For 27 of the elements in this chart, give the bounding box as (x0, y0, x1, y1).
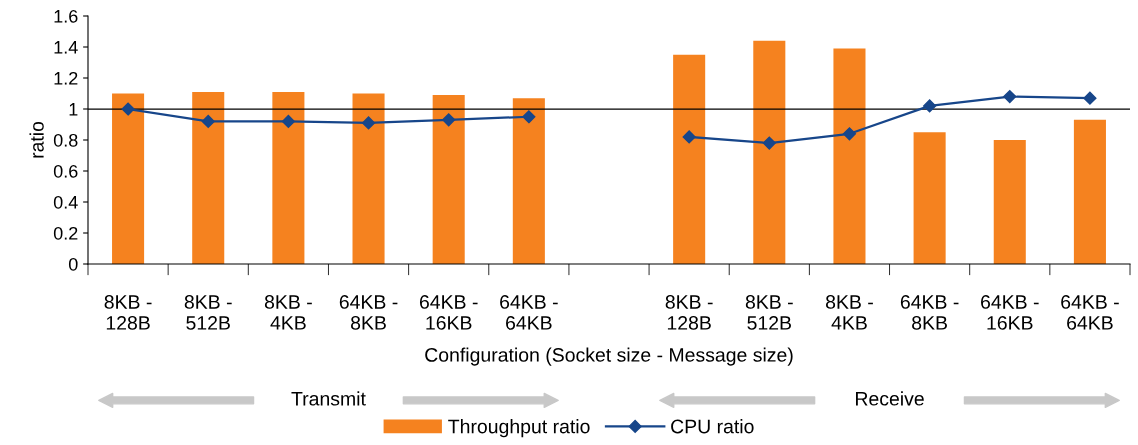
y-tick-label: 1.4 (54, 41, 78, 54)
y-tick-label: 0.4 (53, 195, 78, 209)
x-tick-label: 8KB - 4KB (264, 295, 312, 330)
y-tick-label: 1 (69, 103, 78, 116)
x-tick-label: 64KB - 8KB (339, 295, 398, 330)
x-tick-label: 64KB - 16KB (981, 295, 1039, 330)
x-tick-label: 64KB - 64KB (1061, 295, 1119, 330)
y-tick-label: 1.2 (54, 71, 78, 85)
text: Transmit (291, 391, 366, 406)
y-tick-label: 0.6 (53, 164, 78, 178)
y-tick-label: 0.8 (53, 133, 78, 147)
x-axis-title: Configuration (Socket size - Message size) (425, 347, 793, 366)
y-axis-title: ratio (29, 121, 44, 158)
x-tick-label: 64KB - 16KB (419, 295, 478, 330)
y-tick-label: 1.6 (54, 9, 78, 23)
legend-label: Throughput ratio (448, 419, 590, 438)
x-tick-label: 8KB - 512B (184, 295, 232, 330)
y-tick-label: 0.2 (53, 226, 78, 240)
x-tick-label: 64KB - 8KB (900, 295, 959, 330)
y-tick-label: 0 (68, 257, 78, 271)
x-tick-label: 8KB - 512B (745, 295, 793, 330)
x-tick-label: 8KB - 4KB (825, 295, 873, 330)
x-tick-label: 64KB - 64KB (500, 295, 558, 330)
x-tick-label: 8KB - 128B (665, 295, 713, 330)
legend-label: CPU ratio (671, 419, 754, 434)
x-tick-label: 8KB - 128B (104, 295, 152, 330)
text: Receive (856, 391, 924, 406)
